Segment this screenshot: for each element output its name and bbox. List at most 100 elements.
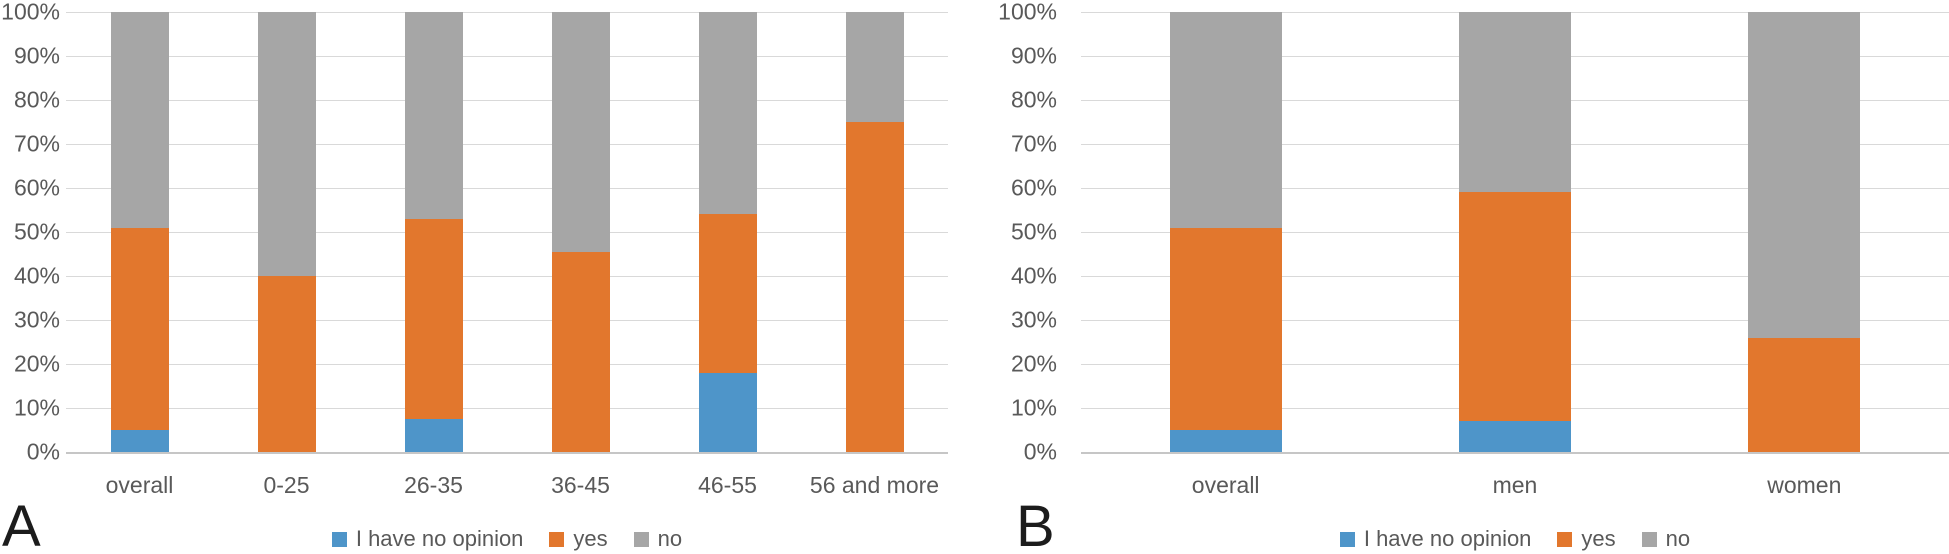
segment-yes [698,214,757,373]
legend-swatch-yes [549,531,565,547]
x-axis-line [1081,452,1949,454]
segment-yes [257,276,316,452]
legend-swatch-no [633,531,649,547]
bar-46-55 [698,12,757,452]
legend-label-yes: yes [573,526,608,551]
y-tick-label: 30% [1010,306,1057,333]
category-slot [654,12,801,452]
legend-item-yes: yes [549,526,608,552]
x-axis-line [66,452,948,454]
segment-no_opinion [1169,430,1282,452]
y-tick-label: 40% [13,262,60,289]
x-label-men: men [1492,472,1538,498]
y-tick-label: 0% [26,438,60,465]
gridline [66,320,948,321]
category-slot [1081,12,1370,452]
bar-men [1458,12,1571,452]
bars [1081,12,1949,452]
x-label-46-55: 46-55 [698,472,757,498]
y-tick-label: 70% [1010,130,1057,157]
gridline [66,408,948,409]
bar-overall [110,12,169,452]
y-tick-label: 100% [1,0,60,25]
legend-label-yes: yes [1581,526,1616,551]
x-label-0-25: 0-25 [263,472,310,498]
segment-no [551,12,610,252]
y-tick-label: 90% [1010,42,1057,69]
y-tick-label: 90% [13,42,60,69]
gridline [66,276,948,277]
panel-a: 100% 90% 80% 70% 60% 50% 40% 30% 20% 10% 0% overal… [0,0,968,554]
x-label-women: women [1767,472,1842,498]
legend-item-no_opinion: I have no opinion [1339,526,1532,552]
bar-0-25 [257,12,316,452]
y-tick-label: 30% [13,306,60,333]
x-label-26-35: 26-35 [404,472,463,498]
legend-label-no: no [657,526,683,551]
legend-swatch-no [1641,531,1657,547]
y-tick-label: 80% [1010,86,1057,113]
segment-no [257,12,316,276]
segment-no [404,12,463,219]
segment-no [1169,12,1282,228]
y-tick-label: 10% [13,394,60,421]
panel-label: A [2,494,41,554]
legend-swatch-yes [1557,531,1573,547]
x-label-overall: overall [105,472,174,498]
gridline [66,188,948,189]
bar-overall [1169,12,1282,452]
segment-no [1458,12,1571,193]
panel-label: B [1016,494,1055,554]
category-slot [1660,12,1949,452]
legend: I have no opinion yes no [66,526,948,552]
x-axis-labels: overall 0-25 26-35 36-45 46-55 56 and more [66,468,948,502]
legend-item-yes: yes [1557,526,1616,552]
bar-women [1748,12,1861,452]
category-slot [66,12,213,452]
x-axis-labels: overall men women [1081,468,1949,502]
x-label-overall: overall [1191,472,1260,498]
y-tick-label: 60% [1010,174,1057,201]
segment-no [1748,12,1861,338]
y-tick-label: 0% [1023,438,1057,465]
y-tick-label: 10% [1010,394,1057,421]
gridline [66,232,948,233]
bar-56-and-more [845,12,904,452]
segment-yes [404,218,463,419]
y-axis: 100% 90% 80% 70% 60% 50% 40% 30% 20% 10% 0% [0,0,60,554]
x-label-56-and-more: 56 and more [809,472,940,498]
segment-yes [110,227,169,430]
x-label-36-45: 36-45 [551,472,610,498]
segment-yes [551,251,610,452]
y-tick-label: 70% [13,130,60,157]
plot-area [1081,12,1949,454]
segment-no_opinion [698,372,757,452]
gridline [66,364,948,365]
legend: I have no opinion yes no [1081,526,1949,552]
segment-yes [1169,227,1282,430]
plot-area [66,12,948,454]
y-tick-label: 100% [998,0,1057,25]
gridlines [66,12,948,454]
category-slot [213,12,360,452]
segment-yes [845,122,904,452]
gridline [66,100,948,101]
legend-label-no_opinion: I have no opinion [355,526,524,551]
y-tick-label: 20% [13,350,60,377]
segment-yes [1748,337,1861,452]
category-slot [1370,12,1659,452]
segment-no_opinion [110,430,169,452]
segment-no_opinion [404,419,463,452]
segment-no [845,12,904,122]
category-slot [360,12,507,452]
panel-b: 100% 90% 80% 70% 60% 50% 40% 30% 20% 10% 0% overal… [968,0,1949,554]
bar-26-35 [404,12,463,452]
legend-item-no_opinion: I have no opinion [331,526,524,552]
segment-no_opinion [1458,421,1571,452]
y-tick-label: 80% [13,86,60,113]
legend-label-no_opinion: I have no opinion [1363,526,1532,551]
y-tick-label: 50% [13,218,60,245]
legend-swatch-no_opinion [1339,531,1355,547]
bar-36-45 [551,12,610,452]
